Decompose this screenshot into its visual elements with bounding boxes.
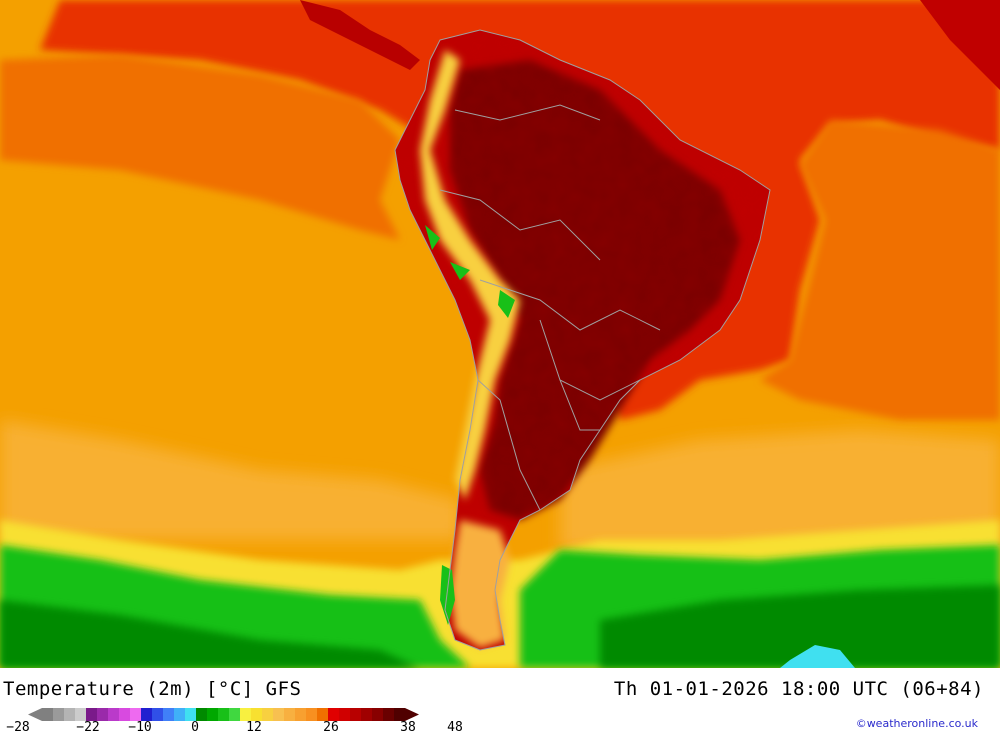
- scale-swatch: [75, 708, 86, 721]
- ocean-orange-west: [0, 55, 400, 240]
- scale-swatch: [339, 708, 350, 721]
- patagonia: [450, 520, 510, 648]
- scale-swatch: [295, 708, 306, 721]
- scale-swatch: [108, 708, 119, 721]
- scale-arrow-left: [28, 708, 42, 721]
- scale-swatch: [306, 708, 317, 721]
- map-footer: Temperature (2m) [°C] GFS Th 01-01-2026 …: [0, 668, 1000, 733]
- scale-swatch: [42, 708, 53, 721]
- scale-tick-label: 38: [400, 720, 416, 733]
- map-title: Temperature (2m) [°C] GFS: [3, 678, 302, 700]
- scale-swatch: [86, 708, 97, 721]
- andes-green-patches: [425, 225, 515, 318]
- central-america: [300, 0, 420, 70]
- scale-tick-label: −28: [6, 720, 29, 733]
- ocean-lighter-east: [560, 430, 1000, 550]
- color-scale-legend: −28 −22 −10 0 12 26 38 48: [6, 708, 463, 733]
- forecast-time: Th 01-01-2026 18:00 UTC (06+84): [613, 678, 984, 700]
- scale-swatch: [218, 708, 229, 721]
- scale-swatch: [196, 708, 207, 721]
- south-dark-green: [0, 600, 420, 668]
- scale-swatch: [119, 708, 130, 721]
- south-dark-green-east: [600, 585, 1000, 668]
- scale-swatch: [317, 708, 328, 721]
- credit-link[interactable]: ©weatheronline.co.uk: [855, 717, 978, 730]
- country-borders: [394, 29, 771, 651]
- scale-tick-label: 0: [191, 720, 199, 733]
- scale-swatch: [174, 708, 185, 721]
- scale-swatch: [185, 708, 196, 721]
- scale-swatch: [372, 708, 383, 721]
- andes-cool-strip: [420, 50, 520, 500]
- scale-tick-label: 12: [246, 720, 262, 733]
- scale-tick-label: −10: [128, 720, 151, 733]
- scale-swatch: [53, 708, 64, 721]
- scale-swatch: [240, 708, 251, 721]
- scale-swatch: [163, 708, 174, 721]
- south-cyan-patch: [780, 645, 855, 668]
- scale-swatch: [64, 708, 75, 721]
- scale-swatch: [383, 708, 394, 721]
- scale-swatch: [152, 708, 163, 721]
- scale-swatch: [130, 708, 141, 721]
- ocean-lighter-west: [0, 420, 460, 540]
- caribbean-island: [920, 0, 1000, 90]
- map-canvas: [0, 0, 1000, 668]
- scale-arrow-right: [405, 708, 419, 721]
- scale-swatch: [273, 708, 284, 721]
- scale-swatch: [229, 708, 240, 721]
- scale-swatch: [207, 708, 218, 721]
- scale-swatch: [141, 708, 152, 721]
- scale-tick-label: 26: [323, 720, 339, 733]
- temperature-map: [0, 0, 1000, 668]
- scale-swatch: [350, 708, 361, 721]
- scale-swatch: [328, 708, 339, 721]
- southern-chile-green: [440, 565, 455, 625]
- scale-tick-label: 48: [447, 720, 463, 733]
- scale-swatch: [361, 708, 372, 721]
- scale-swatch: [262, 708, 273, 721]
- scale-tick-label: −22: [76, 720, 99, 733]
- scale-swatch: [394, 708, 405, 721]
- scale-swatch: [284, 708, 295, 721]
- ocean-orange-east: [760, 120, 1000, 420]
- scale-swatch: [251, 708, 262, 721]
- scale-swatch: [97, 708, 108, 721]
